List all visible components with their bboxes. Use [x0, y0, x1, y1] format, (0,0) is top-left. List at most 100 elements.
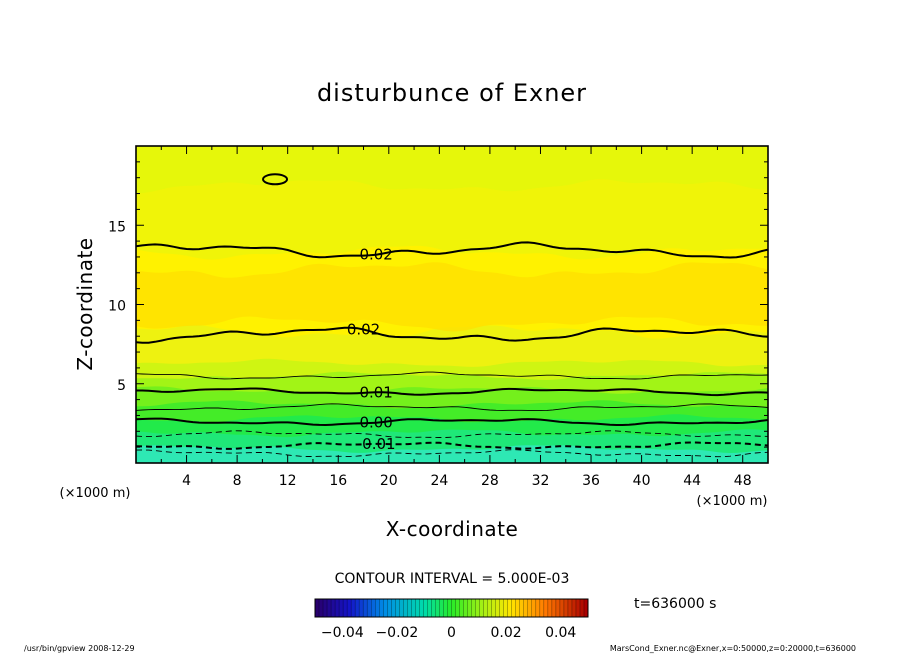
x-tick-label: 4 [182, 473, 191, 489]
colorbar-cell [339, 599, 344, 617]
colorbar-cell [547, 599, 553, 617]
colorbar-cell [355, 599, 360, 617]
contour-line [136, 417, 768, 427]
contour-label: 0.01 [359, 383, 392, 401]
colorbar-cell [551, 599, 557, 617]
axis-ticks [136, 146, 769, 463]
colorbar-cell [411, 599, 416, 617]
colorbar-cell [423, 599, 428, 617]
colorbar-cell [563, 599, 569, 617]
x-tick-label: 44 [683, 473, 701, 489]
contour-line [136, 449, 768, 458]
colorbar-cell [571, 599, 577, 617]
colorbar-tick-label: 0.02 [491, 625, 522, 641]
contour-label: -0.01 [357, 435, 396, 453]
colorbar-cell [399, 599, 404, 617]
colorbar-cell [447, 599, 452, 617]
colorbar-cell [555, 599, 561, 617]
colorbar-cell [491, 599, 497, 617]
colorbar-cell [479, 599, 485, 617]
x-tick-label: 12 [279, 473, 297, 489]
colorbar-cell [351, 599, 356, 617]
footer-right: MarsCond_Exner.nc@Exner,x=0:50000,z=0:20… [610, 644, 856, 653]
colorbar-cell [487, 599, 493, 617]
colorbar-cell [315, 599, 320, 617]
contour-line [136, 430, 768, 438]
contour-interval-text: CONTOUR INTERVAL = 5.000E-03 [335, 571, 570, 587]
x-unit-right: (×1000 m) [697, 494, 768, 509]
colorbar-cell [343, 599, 348, 617]
colorbar-cell [435, 599, 440, 617]
colorbar-cell [499, 599, 505, 617]
colorbar-tick-label: −0.02 [375, 625, 418, 641]
x-tick-label: 36 [582, 473, 600, 489]
colorbar-cell [515, 599, 521, 617]
colorbar-cell [387, 599, 392, 617]
maximum-region [136, 262, 768, 332]
colorbar-tick-labels: −0.04 −0.02 0 0.02 0.04 [321, 625, 577, 641]
x-tick-label: 40 [633, 473, 651, 489]
colorbar-cell [567, 599, 573, 617]
x-tick-label: 8 [233, 473, 242, 489]
colorbar-cell [359, 599, 364, 617]
max-region [136, 262, 768, 332]
y-tick-label: 15 [108, 219, 126, 235]
colorbar-cell [407, 599, 412, 617]
colorbar-cell [335, 599, 340, 617]
contour-lines [136, 173, 768, 458]
colorbar-cell [331, 599, 336, 617]
colorbar [314, 599, 589, 617]
y-tick-label: 10 [108, 299, 126, 315]
colorbar-cell [559, 599, 565, 617]
colorbar-cell [327, 599, 332, 617]
contour-line [136, 371, 768, 380]
colorbar-cell [403, 599, 408, 617]
x-tick-label: 28 [481, 473, 499, 489]
colorbar-cell [527, 599, 533, 617]
colorbar-cell [319, 599, 324, 617]
colorbar-cell [495, 599, 501, 617]
colorbar-tick-label: 0 [447, 625, 456, 641]
colorbar-cell [323, 599, 328, 617]
colorbar-cell [459, 599, 465, 617]
colorbar-frame [314, 598, 589, 618]
y-axis-label: Z-coordinate [73, 237, 97, 370]
fill-band [136, 445, 768, 463]
x-tick-label: 24 [430, 473, 448, 489]
colorbar-cell [543, 599, 549, 617]
colorbar-cell [519, 599, 525, 617]
colorbar-cell [419, 599, 424, 617]
contour-label: 0.02 [347, 320, 380, 338]
y-tick-labels: 5 10 15 [108, 219, 126, 394]
colorbar-cell [363, 599, 368, 617]
time-text: t=636000 s [634, 596, 716, 612]
colorbar-tick-label: 0.04 [545, 625, 576, 641]
contour-label: 0.02 [359, 246, 392, 264]
colorbar-cell [395, 599, 400, 617]
colorbar-cell [463, 599, 469, 617]
colorbar-cell [467, 599, 473, 617]
colorbar-cell [427, 599, 432, 617]
contour-closed-loop [262, 173, 289, 186]
contour-line [136, 326, 768, 344]
contour-labels: -0.01 0.00 0.01 0.02 0.02 [347, 246, 396, 453]
colorbar-cell [575, 599, 581, 617]
colorbar-cell [523, 599, 529, 617]
contour-label: 0.00 [359, 414, 392, 432]
x-tick-labels: 4 8 12 16 20 24 28 32 36 40 44 48 [182, 473, 752, 489]
colorbar-cell [383, 599, 388, 617]
colorbar-cell [367, 599, 372, 617]
contour-line [136, 403, 768, 412]
colorbar-cell [535, 599, 541, 617]
colorbar-cell [347, 599, 352, 617]
x-tick-label: 48 [734, 473, 752, 489]
colorbar-tick-label: −0.04 [321, 625, 364, 641]
colorbar-cell [483, 599, 489, 617]
colorbar-cell [415, 599, 420, 617]
contour-line [136, 441, 768, 450]
colorbar-cell [375, 599, 380, 617]
colorbar-cell [391, 599, 396, 617]
colorbar-cell [455, 599, 461, 617]
y-tick-label: 5 [117, 378, 126, 394]
